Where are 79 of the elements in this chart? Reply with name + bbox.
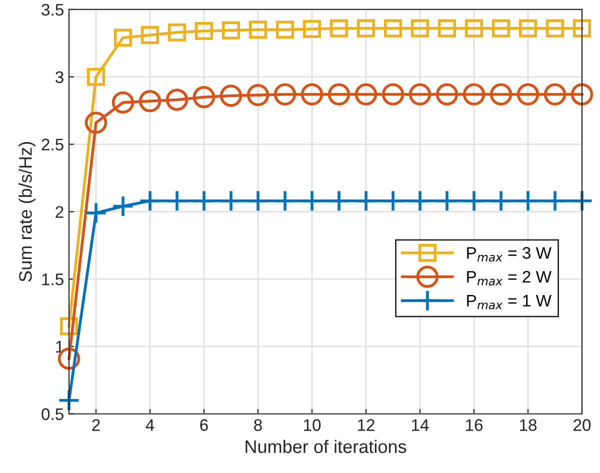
point [274, 83, 296, 106]
point [546, 19, 564, 38]
x-tick-label: 16 [466, 419, 483, 431]
point [112, 91, 134, 114]
point [60, 317, 78, 336]
x-tick-label: 4 [146, 419, 154, 431]
point [356, 19, 376, 38]
x-tick-label: 18 [520, 419, 537, 431]
legend-label: P$_{max}$ = 1 W [467, 294, 552, 310]
point [302, 20, 322, 38]
point [328, 190, 350, 212]
legend-label: P$_{max}$ = 2 W [467, 270, 552, 286]
point [492, 19, 510, 38]
point [328, 83, 350, 106]
point [192, 190, 216, 212]
x-tick-label: 20 [574, 419, 591, 431]
y-tick-label: 2.5 [42, 138, 64, 150]
point [138, 190, 162, 212]
point [516, 83, 540, 106]
point [570, 83, 594, 106]
point [194, 22, 214, 40]
point [166, 190, 188, 212]
point [114, 28, 132, 47]
point [112, 195, 134, 218]
point [384, 19, 402, 38]
point [436, 190, 458, 212]
point [490, 83, 512, 106]
x-tick-label: 14 [412, 419, 429, 431]
point [382, 83, 404, 106]
point [516, 190, 540, 212]
point [518, 19, 538, 38]
point [140, 26, 160, 44]
point [86, 68, 106, 86]
y-tick-label: 2 [56, 206, 64, 218]
y-tick-label: 0.5 [42, 408, 64, 420]
point [138, 90, 162, 112]
point [408, 190, 432, 212]
x-tick-label: 8 [254, 419, 262, 431]
point [462, 83, 486, 106]
point [222, 21, 240, 40]
legend-label: P$_{max}$ = 3 W [467, 247, 552, 262]
point [246, 84, 270, 106]
point [354, 83, 378, 106]
x-tick-label: 6 [200, 419, 208, 431]
point [544, 190, 566, 212]
y-tick-label: 3 [56, 71, 64, 84]
point [166, 88, 188, 111]
x-axis-title: Number of iterations [246, 440, 406, 454]
point [354, 190, 378, 212]
x-tick-label: 10 [304, 419, 321, 431]
point [464, 19, 484, 38]
point [220, 84, 242, 107]
point [490, 190, 512, 212]
point [300, 190, 324, 212]
point [84, 112, 108, 134]
point [382, 190, 404, 212]
point [192, 86, 216, 108]
y-axis-title: Sum rate (b/s/Hz) [18, 142, 36, 282]
point [300, 83, 324, 106]
point [84, 202, 108, 224]
y-tick-label: 3.5 [42, 4, 64, 16]
point [572, 19, 592, 38]
point [330, 19, 348, 38]
point [168, 23, 186, 42]
point [570, 190, 594, 212]
point [220, 190, 242, 212]
point [462, 190, 486, 212]
x-tick-label: 12 [358, 419, 374, 431]
point [408, 83, 432, 106]
point [274, 190, 296, 212]
point [544, 83, 566, 106]
x-tick-label: 2 [92, 419, 100, 431]
point [246, 190, 270, 212]
point [438, 19, 456, 38]
point [436, 83, 458, 106]
y-tick-label: 1.5 [42, 274, 64, 286]
point [248, 20, 268, 39]
point [276, 20, 294, 39]
point [410, 19, 430, 38]
